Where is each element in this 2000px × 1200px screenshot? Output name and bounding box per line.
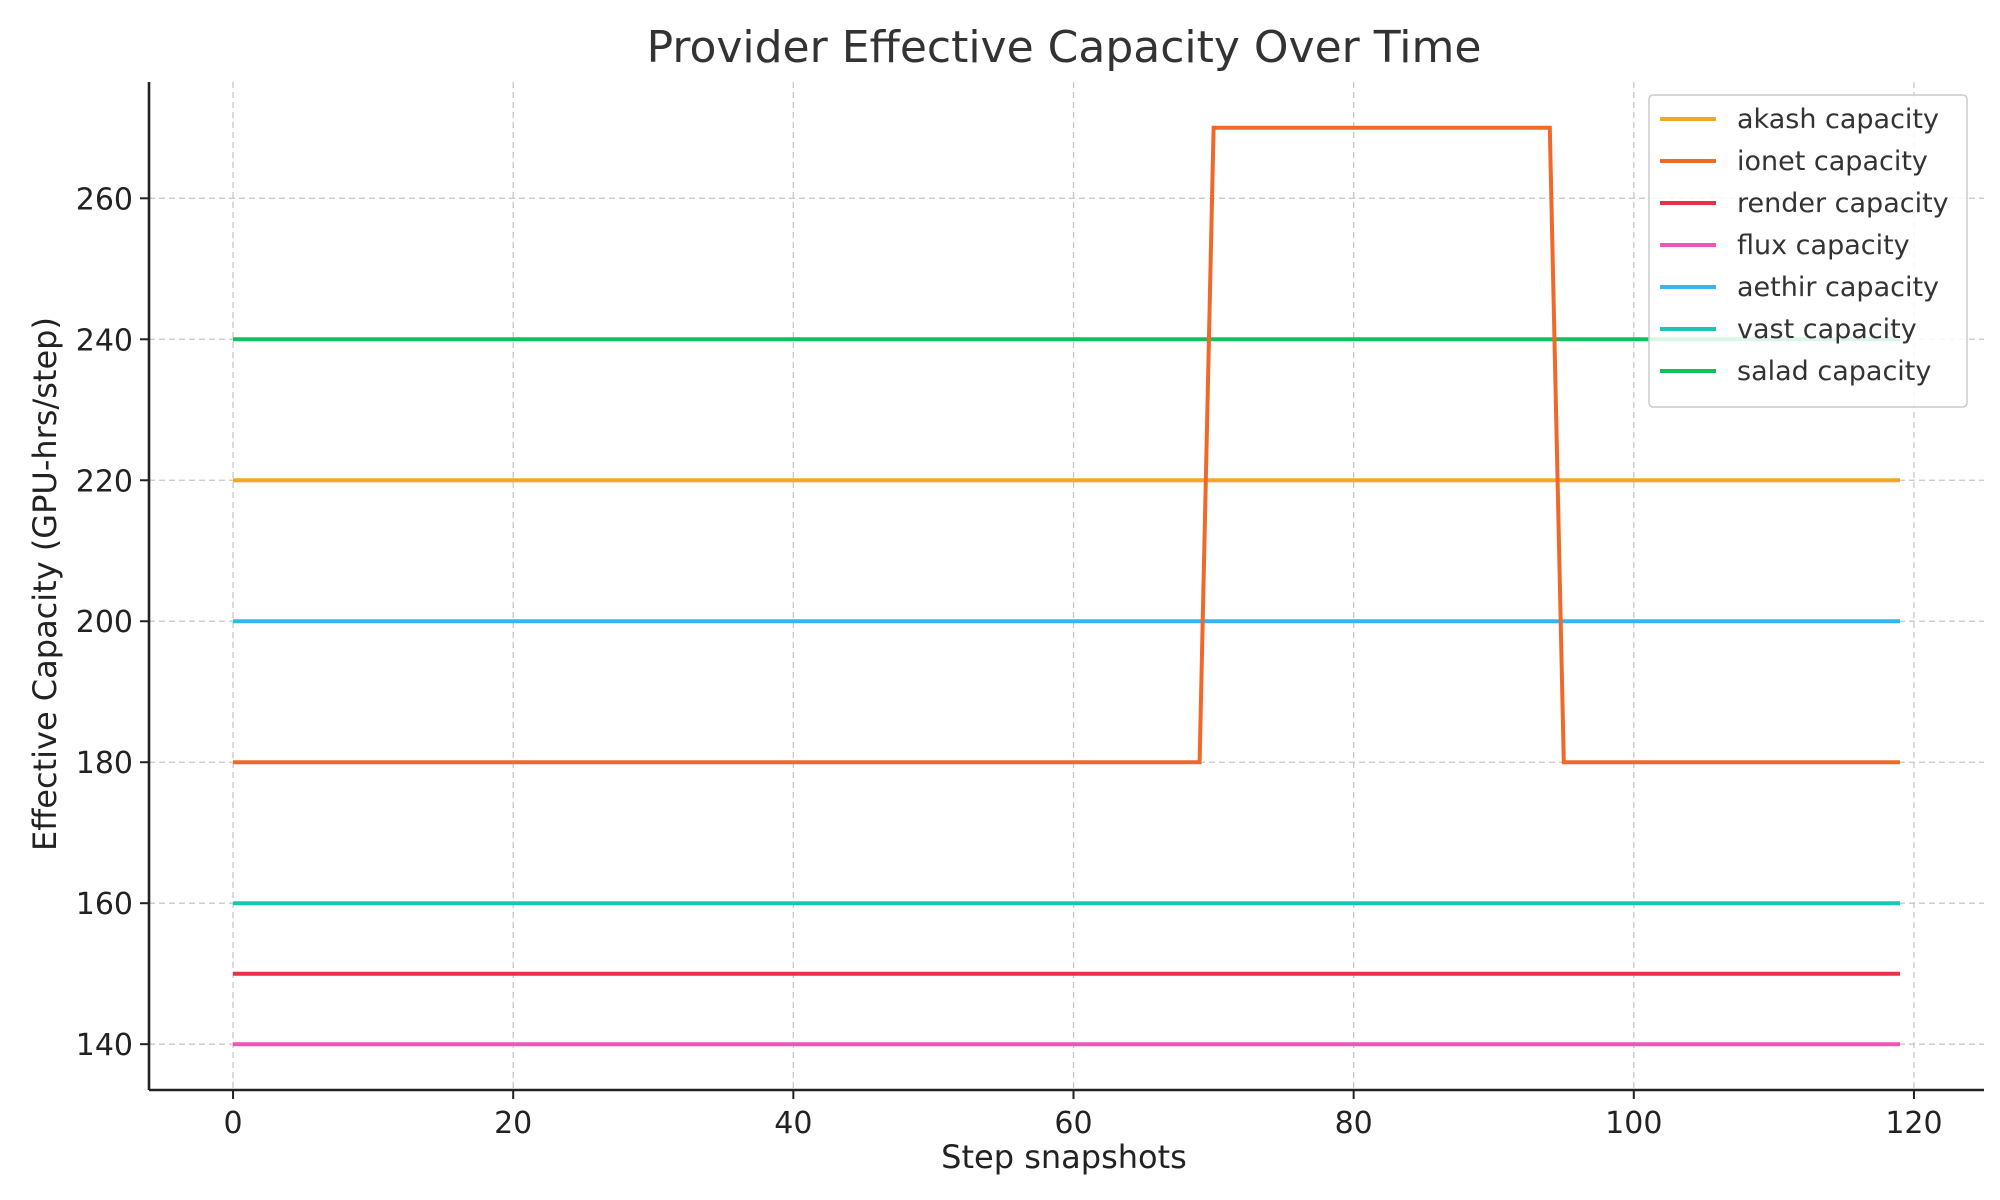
legend-box bbox=[1648, 94, 1968, 408]
y-tick-label: 200 bbox=[76, 605, 133, 640]
x-tick-label: 80 bbox=[1335, 1106, 1373, 1141]
y-tick-label: 260 bbox=[76, 182, 133, 217]
x-tick-label: 60 bbox=[1054, 1106, 1092, 1141]
axis-layer bbox=[147, 82, 1984, 1092]
x-tick-label: 40 bbox=[774, 1106, 812, 1141]
y-tick-label: 180 bbox=[76, 746, 133, 781]
series-line-ionet bbox=[233, 125, 1900, 765]
series-layer bbox=[233, 125, 1900, 1047]
x-tick-label: 120 bbox=[1885, 1106, 1942, 1141]
y-tick-label: 140 bbox=[76, 1028, 133, 1063]
x-tick-label: 0 bbox=[223, 1106, 242, 1141]
legend-label-flux: flux capacity bbox=[1737, 230, 1910, 261]
legend-label-aethir: aethir capacity bbox=[1737, 272, 1939, 303]
y-tick-label: 240 bbox=[76, 323, 133, 358]
x-tick-label: 20 bbox=[494, 1106, 532, 1141]
x-tick-label: 100 bbox=[1605, 1106, 1662, 1141]
legend-label-render: render capacity bbox=[1737, 188, 1949, 219]
legend-label-vast: vast capacity bbox=[1737, 314, 1917, 345]
legend: akash capacity ionet capacity render capac… bbox=[1648, 94, 1968, 408]
y-tick-label: 220 bbox=[76, 464, 133, 499]
chart-title: Provider Effective Capacity Over Time bbox=[647, 22, 1482, 73]
legend-label-ionet: ionet capacity bbox=[1737, 146, 1928, 177]
legend-label-akash: akash capacity bbox=[1737, 104, 1939, 135]
x-axis-title: Step snapshots bbox=[941, 1138, 1187, 1176]
legend-label-salad: salad capacity bbox=[1737, 356, 1931, 387]
y-axis-title: Effective Capacity (GPU-hrs/step) bbox=[26, 317, 64, 851]
y-tick-label: 160 bbox=[76, 887, 133, 922]
tick-layer: 0 20 40 60 80 100 120 140 160 180 200 220 240 260 bbox=[76, 182, 1943, 1141]
